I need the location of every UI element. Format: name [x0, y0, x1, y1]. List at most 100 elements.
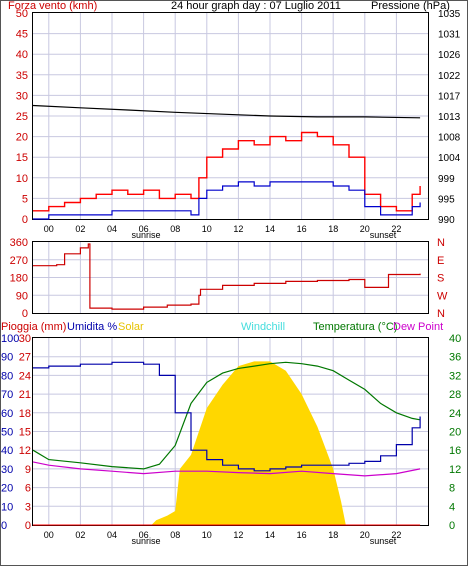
wind-axis-tick: 40	[16, 49, 28, 61]
rain-axis-tick: 18	[19, 408, 31, 420]
temperature-axis-tick: 8	[449, 483, 455, 495]
rain-axis-tick: 30	[19, 333, 31, 345]
pressure-axis-tick: 1013	[438, 112, 461, 123]
temperature-axis-tick: 12	[449, 464, 461, 476]
temperature-axis-tick: 0	[449, 520, 455, 532]
wind-direction-line	[33, 243, 421, 310]
time-tick-label: 06	[139, 224, 149, 234]
time-tick-label: 18	[328, 224, 338, 234]
humidity-axis-tick: 40	[1, 445, 13, 457]
pressure-axis-tick: 1035	[438, 9, 461, 20]
legend-windchill: Windchill	[241, 321, 285, 333]
wind-axis-tick: 10	[16, 173, 28, 185]
time-tick-label: 20	[360, 530, 370, 540]
humidity-axis-tick: 20	[1, 483, 13, 495]
solar-area	[151, 361, 346, 525]
time-tick-label: 06	[139, 530, 149, 540]
pressure-axis-tick: 1008	[438, 133, 461, 144]
time-tick-label: 22	[391, 530, 401, 540]
rain-axis-tick: 3	[25, 501, 31, 513]
temperature-axis-tick: 32	[449, 370, 461, 382]
wind-axis-tick: 20	[16, 132, 28, 144]
time-tick-label: 08	[170, 224, 180, 234]
compass-tick: W	[437, 290, 448, 302]
sunset-label-bottom: sunset	[370, 536, 397, 546]
humidity-axis-tick: 60	[1, 408, 13, 420]
time-tick-label: 20	[360, 224, 370, 234]
temperature-axis-tick: 4	[449, 501, 455, 513]
humidity-axis-tick: 10	[1, 501, 13, 513]
time-tick-label: 16	[297, 224, 307, 234]
time-tick-label: 00	[44, 224, 54, 234]
wind-axis-tick: 0	[22, 214, 28, 226]
direction-axis-tick: 270	[10, 255, 28, 267]
time-tick-label: 08	[170, 530, 180, 540]
humidity-axis-tick: 100	[1, 333, 19, 345]
temperature-axis-tick: 28	[449, 389, 461, 401]
wind-axis-tick: 45	[16, 29, 28, 41]
rain-axis-tick: 12	[19, 445, 31, 457]
wind-axis-tick: 50	[16, 8, 28, 20]
wind-axis-tick: 5	[22, 193, 28, 205]
time-tick-label: 16	[297, 530, 307, 540]
direction-axis-tick: 0	[22, 308, 28, 320]
wind-axis-tick: 15	[16, 152, 28, 164]
time-axis-bottom: sunrise sunset	[131, 536, 396, 546]
pressure-axis-tick: 1026	[438, 50, 461, 61]
direction-axis-tick: 360	[10, 237, 28, 249]
legend-temperature: Temperatura (°C)	[313, 321, 397, 333]
legend-dewpoint: Dew Point	[393, 321, 443, 333]
compass-tick: S	[437, 273, 444, 285]
humidity-axis-tick: 50	[1, 427, 13, 439]
temperature-line	[32, 361, 421, 470]
temperature-axis-tick: 24	[449, 408, 461, 420]
sunrise-label: sunrise	[131, 230, 160, 240]
rain-axis-tick: 15	[19, 427, 31, 439]
time-tick-label: 22	[391, 224, 401, 234]
compass-tick: E	[437, 255, 444, 267]
temperature-axis-tick: 40	[449, 333, 461, 345]
humidity-axis-tick: 0	[1, 520, 7, 532]
pressure-line	[32, 104, 421, 119]
wind-axis-tick: 35	[16, 70, 28, 82]
pressure-axis-tick: 1004	[438, 153, 461, 164]
compass-tick: N	[437, 237, 445, 249]
time-tick-label: 00	[44, 530, 54, 540]
wind-axis-tick: 30	[16, 90, 28, 102]
rain-axis-tick: 9	[25, 464, 31, 476]
humidity-axis-tick: 30	[1, 464, 13, 476]
rain-axis-tick: 21	[19, 389, 31, 401]
time-tick-label: 10	[202, 530, 212, 540]
graph-title: 24 hour graph day : 07 Luglio 2011	[171, 0, 341, 12]
pressure-axis-tick: 1022	[438, 71, 461, 82]
humidity-axis-tick: 80	[1, 370, 13, 382]
humidity-axis-tick: 70	[1, 389, 13, 401]
time-tick-label: 02	[75, 530, 85, 540]
direction-axis-tick: 180	[10, 273, 28, 285]
wind-axis-tick: 25	[16, 111, 28, 123]
rain-axis-tick: 24	[19, 370, 31, 382]
rain-axis-tick: 27	[19, 352, 31, 364]
pressure-axis-label: Pressione (hPa)	[371, 0, 450, 12]
rain-axis-tick: 6	[25, 483, 31, 495]
compass-tick: N	[437, 308, 445, 320]
time-tick-label: 14	[265, 224, 275, 234]
pressure-axis-tick: 1017	[438, 91, 461, 102]
time-tick-label: 02	[75, 224, 85, 234]
legend-rain: Pioggia (mm)	[1, 321, 66, 333]
temperature-axis-tick: 20	[449, 427, 461, 439]
dewpoint-line	[32, 461, 421, 477]
time-tick-label: 04	[107, 530, 117, 540]
direction-axis-tick: 90	[16, 290, 28, 302]
humidity-axis-tick: 90	[1, 352, 13, 364]
wind-average-line	[33, 181, 421, 220]
humidity-line	[33, 361, 421, 472]
time-tick-label: 12	[233, 224, 243, 234]
pressure-axis-tick: 990	[438, 215, 455, 226]
data-layer	[32, 104, 421, 526]
legend-solar: Solar	[118, 321, 144, 333]
pressure-axis-tick: 999	[438, 174, 455, 185]
